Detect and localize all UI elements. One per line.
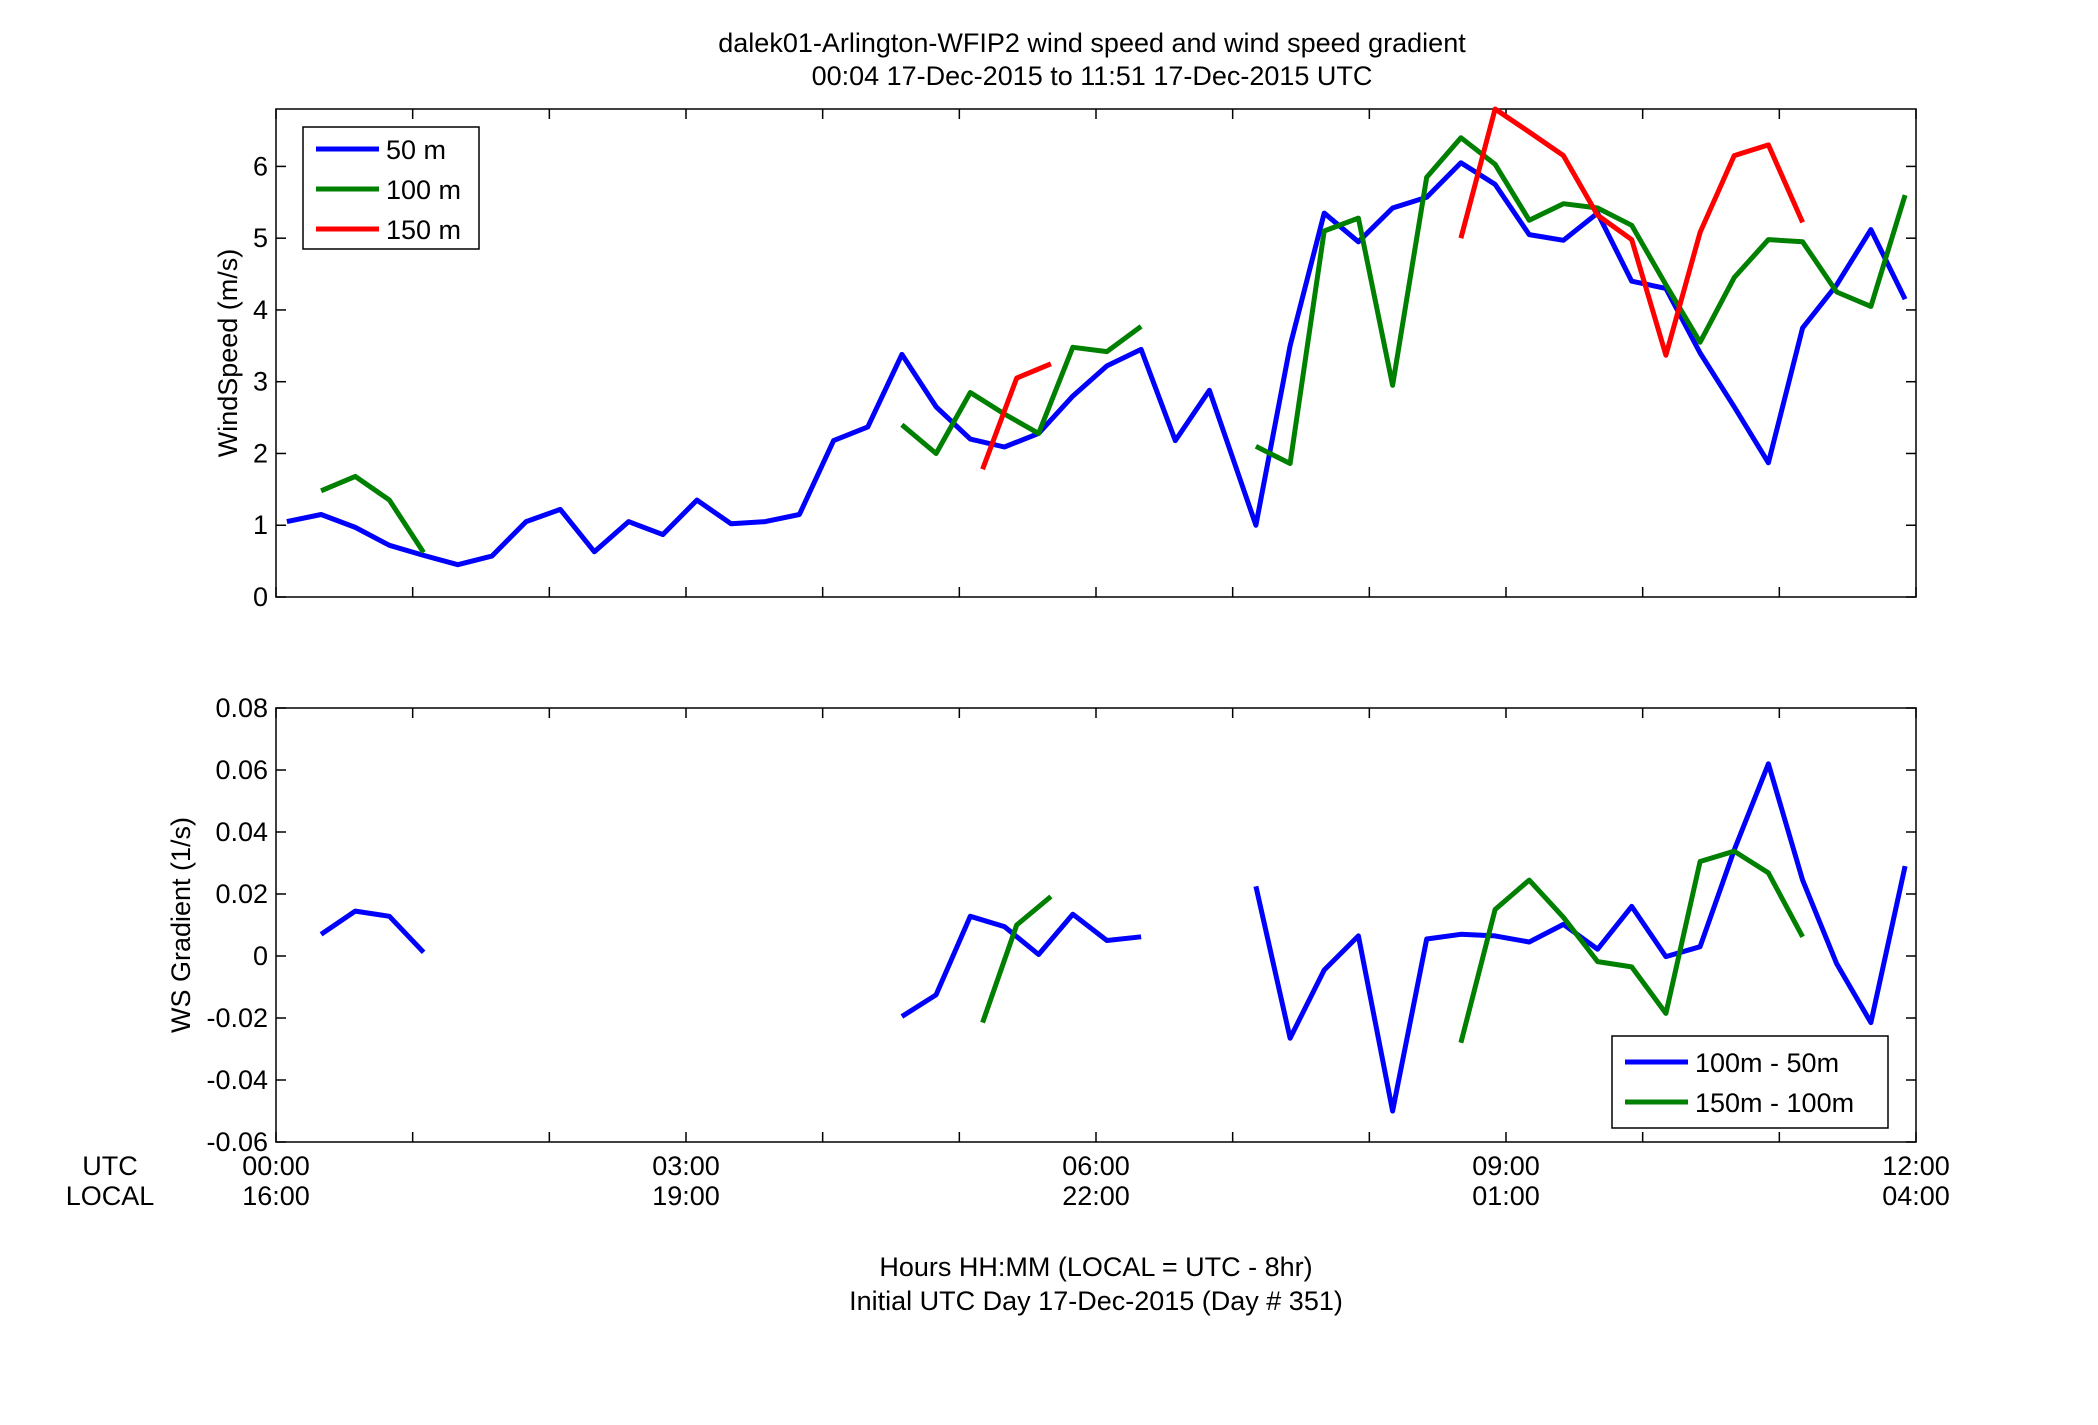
windspeed-series-line-150-m bbox=[1458, 106, 1805, 358]
windspeed-ylabel: WindSpeed (m/s) bbox=[213, 249, 243, 458]
legend-label-100m: 100 m bbox=[386, 175, 461, 205]
windspeed-legend: 50 m 100 m 150 m bbox=[302, 126, 480, 250]
windspeed-y-ticks: 0 1 2 3 4 5 6 bbox=[253, 151, 1916, 612]
xlabel-line2: Initial UTC Day 17-Dec-2015 (Day # 351) bbox=[849, 1286, 1343, 1316]
gradient-ytick-label: -0.06 bbox=[206, 1127, 268, 1157]
utc-row-label: UTC bbox=[82, 1151, 138, 1181]
gradient-ylabel: WS Gradient (1/s) bbox=[166, 817, 196, 1033]
xlabel-line1: Hours HH:MM (LOCAL = UTC - 8hr) bbox=[879, 1252, 1312, 1282]
chart-title-line2: 00:04 17-Dec-2015 to 11:51 17-Dec-2015 U… bbox=[812, 61, 1373, 91]
gradient-series-line-150m-100m bbox=[1458, 848, 1805, 1044]
utc-tick-label: 12:00 bbox=[1882, 1151, 1950, 1181]
legend-label-100m-50m: 100m - 50m bbox=[1695, 1048, 1839, 1078]
windspeed-ytick-label: 2 bbox=[253, 438, 268, 468]
gradient-y-ticks: -0.06 -0.04 -0.02 0 0.02 0.04 0.06 0.08 bbox=[206, 693, 1916, 1157]
gradient-series-line-100m-50m bbox=[900, 911, 1142, 1019]
windspeed-ytick-label: 3 bbox=[253, 367, 268, 397]
local-row-label: LOCAL bbox=[66, 1181, 155, 1211]
local-tick-label: 01:00 bbox=[1472, 1181, 1540, 1211]
windspeed-ytick-label: 0 bbox=[253, 582, 268, 612]
gradient-ytick-label: 0.06 bbox=[215, 755, 268, 785]
legend-label-150m: 150 m bbox=[386, 215, 461, 245]
local-tick-label: 04:00 bbox=[1882, 1181, 1950, 1211]
utc-tick-label: 00:00 bbox=[242, 1151, 310, 1181]
windspeed-series-line-150-m bbox=[980, 361, 1052, 471]
windspeed-panel: 0 1 2 3 4 5 6 WindSpeed (m/s) 50 m 100 m 150 m bbox=[213, 106, 1917, 612]
local-tick-label: 16:00 bbox=[242, 1181, 310, 1211]
windspeed-ytick-label: 1 bbox=[253, 510, 268, 540]
gradient-panel: -0.06 -0.04 -0.02 0 0.02 0.04 0.06 0.08 WS Grad… bbox=[166, 693, 1917, 1157]
windspeed-series-line-100-m bbox=[900, 324, 1143, 456]
gradient-series bbox=[319, 761, 1908, 1114]
gradient-legend: 100m - 50m 150m - 100m bbox=[1611, 1035, 1889, 1129]
utc-tick-label: 06:00 bbox=[1062, 1151, 1130, 1181]
windspeed-ytick-label: 6 bbox=[253, 151, 268, 181]
gradient-series-line-150m-100m bbox=[980, 894, 1053, 1024]
chart-title-line1: dalek01-Arlington-WFIP2 wind speed and w… bbox=[718, 28, 1466, 58]
windspeed-series-line-100-m bbox=[1254, 135, 1908, 466]
gradient-ytick-label: 0.08 bbox=[215, 693, 268, 723]
windspeed-x-ticks bbox=[275, 109, 1917, 597]
gradient-ytick-label: 0.02 bbox=[215, 879, 268, 909]
utc-tick-label: 03:00 bbox=[652, 1151, 720, 1181]
gradient-ytick-label: -0.04 bbox=[206, 1065, 268, 1095]
gradient-x-ticks bbox=[275, 708, 1917, 1142]
windspeed-series-line-50-m bbox=[286, 160, 1908, 568]
windspeed-ytick-label: 4 bbox=[253, 295, 268, 325]
legend-label-150m-100m: 150m - 100m bbox=[1695, 1088, 1854, 1118]
windspeed-series bbox=[286, 106, 1908, 568]
gradient-legend-box bbox=[1611, 1035, 1889, 1129]
utc-tick-label: 09:00 bbox=[1472, 1151, 1540, 1181]
gradient-ytick-label: 0 bbox=[253, 941, 268, 971]
gradient-series-line-100m-50m bbox=[319, 908, 426, 955]
windspeed-series-line-100-m bbox=[320, 473, 426, 554]
gradient-ytick-label: 0.04 bbox=[215, 817, 268, 847]
gradient-ytick-label: -0.02 bbox=[206, 1003, 268, 1033]
local-tick-label: 19:00 bbox=[652, 1181, 720, 1211]
legend-label-50m: 50 m bbox=[386, 135, 446, 165]
windspeed-ytick-label: 5 bbox=[253, 223, 268, 253]
local-tick-label: 22:00 bbox=[1062, 1181, 1130, 1211]
